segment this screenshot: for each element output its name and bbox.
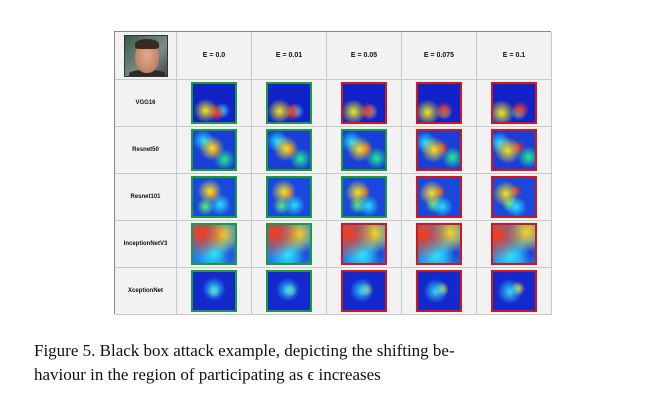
- activation-heatmap: [491, 176, 537, 218]
- activation-heatmap: [341, 129, 387, 171]
- activation-heatmap: [491, 82, 537, 124]
- figure-caption: Figure 5. Black box attack example, depi…: [34, 339, 644, 387]
- heatmap-cell: [327, 80, 402, 127]
- activation-heatmap: [491, 270, 537, 312]
- heatmap-cell: [402, 221, 477, 268]
- heatmap-cell: [252, 221, 327, 268]
- activation-heatmap: [416, 223, 462, 265]
- heatmap-cell: [402, 80, 477, 127]
- activation-heatmap: [266, 270, 312, 312]
- activation-heatmap: [491, 223, 537, 265]
- activation-heatmap: [341, 176, 387, 218]
- heatmap-cell: [177, 174, 252, 221]
- heatmap-cell: [177, 127, 252, 174]
- activation-heatmap: [191, 270, 237, 312]
- activation-heatmap: [416, 176, 462, 218]
- row-label: Resnet50: [115, 127, 177, 174]
- column-header: E = 0.0: [177, 32, 252, 80]
- attack-figure-table: E = 0.0 E = 0.01 E = 0.05 E = 0.075 E = …: [114, 31, 552, 315]
- heatmap-cell: [177, 80, 252, 127]
- row-label: VGG16: [115, 80, 177, 127]
- activation-heatmap: [341, 82, 387, 124]
- row-label: Resnet101: [115, 174, 177, 221]
- heatmap-cell: [402, 174, 477, 221]
- activation-heatmap: [416, 82, 462, 124]
- row-label: InceptionNetV3: [115, 221, 177, 268]
- activation-heatmap: [191, 176, 237, 218]
- activation-heatmap: [416, 270, 462, 312]
- activation-heatmap: [266, 129, 312, 171]
- caption-line: Figure 5. Black box attack example, depi…: [34, 341, 455, 360]
- reference-face-image: [123, 34, 168, 77]
- heatmap-cell: [477, 174, 552, 221]
- activation-heatmap: [416, 129, 462, 171]
- heatmap-cell: [252, 80, 327, 127]
- heatmap-cell: [327, 221, 402, 268]
- column-header: E = 0.01: [252, 32, 327, 80]
- activation-heatmap: [191, 82, 237, 124]
- heatmap-cell: [477, 221, 552, 268]
- heatmap-cell: [252, 174, 327, 221]
- column-header: E = 0.075: [402, 32, 477, 80]
- heatmap-cell: [177, 268, 252, 315]
- activation-heatmap: [191, 129, 237, 171]
- reference-face-cell: [115, 32, 177, 80]
- activation-heatmap: [491, 129, 537, 171]
- heatmap-cell: [327, 127, 402, 174]
- activation-heatmap: [341, 223, 387, 265]
- heatmap-cell: [402, 127, 477, 174]
- activation-heatmap: [266, 82, 312, 124]
- column-header: E = 0.1: [477, 32, 552, 80]
- heatmap-cell: [327, 174, 402, 221]
- activation-heatmap: [266, 223, 312, 265]
- heatmap-cell: [327, 268, 402, 315]
- heatmap-cell: [477, 268, 552, 315]
- activation-heatmap: [266, 176, 312, 218]
- heatmap-cell: [252, 268, 327, 315]
- heatmap-cell: [402, 268, 477, 315]
- heatmap-cell: [177, 221, 252, 268]
- column-header: E = 0.05: [327, 32, 402, 80]
- activation-heatmap: [341, 270, 387, 312]
- caption-line: haviour in the region of participating a…: [34, 365, 381, 384]
- heatmap-cell: [252, 127, 327, 174]
- heatmap-cell: [477, 127, 552, 174]
- activation-heatmap: [191, 223, 237, 265]
- row-label: XceptionNet: [115, 268, 177, 315]
- heatmap-cell: [477, 80, 552, 127]
